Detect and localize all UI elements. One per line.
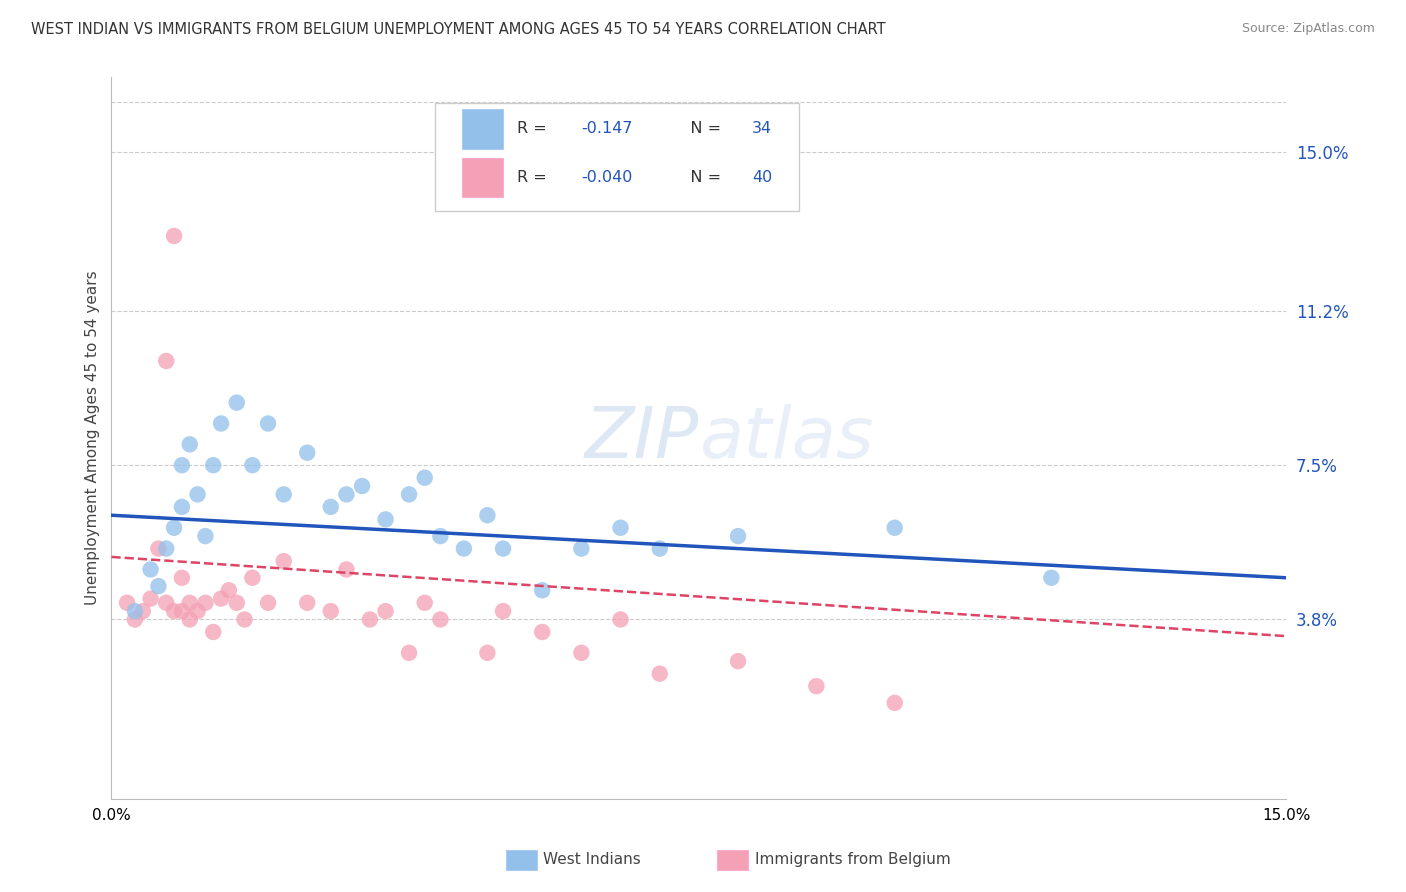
Point	[194, 529, 217, 543]
Text: R =: R =	[517, 169, 557, 185]
Point	[477, 508, 499, 523]
Point	[492, 604, 515, 618]
Point	[179, 437, 201, 451]
Point	[139, 591, 162, 606]
Point	[273, 554, 295, 568]
Point	[648, 666, 671, 681]
Point	[202, 624, 225, 639]
Text: -0.147: -0.147	[582, 121, 633, 136]
Point	[132, 604, 155, 618]
Point	[531, 583, 554, 598]
Point	[257, 596, 280, 610]
Point	[209, 417, 232, 431]
Point	[398, 487, 420, 501]
Point	[209, 591, 232, 606]
Point	[398, 646, 420, 660]
Point	[319, 500, 342, 514]
Point	[163, 228, 186, 243]
Point	[155, 541, 177, 556]
Point	[233, 612, 256, 626]
Text: West Indians: West Indians	[543, 853, 641, 867]
Point	[155, 354, 177, 368]
Bar	[461, 158, 503, 197]
Point	[413, 471, 436, 485]
Point	[297, 596, 319, 610]
Point	[170, 571, 193, 585]
Point	[179, 596, 201, 610]
Point	[187, 487, 209, 501]
Point	[648, 541, 671, 556]
Point	[155, 596, 177, 610]
Point	[218, 583, 240, 598]
Point	[124, 612, 146, 626]
Point	[359, 612, 381, 626]
Point	[139, 562, 162, 576]
Text: Immigrants from Belgium: Immigrants from Belgium	[755, 853, 950, 867]
Text: 34: 34	[752, 121, 772, 136]
Text: N =: N =	[675, 121, 727, 136]
Point	[194, 596, 217, 610]
Text: N =: N =	[675, 169, 727, 185]
Text: WEST INDIAN VS IMMIGRANTS FROM BELGIUM UNEMPLOYMENT AMONG AGES 45 TO 54 YEARS CO: WEST INDIAN VS IMMIGRANTS FROM BELGIUM U…	[31, 22, 886, 37]
Point	[148, 541, 170, 556]
Text: 40: 40	[752, 169, 772, 185]
Point	[806, 679, 828, 693]
Point	[179, 612, 201, 626]
Point	[335, 562, 357, 576]
Text: Source: ZipAtlas.com: Source: ZipAtlas.com	[1241, 22, 1375, 36]
Point	[242, 571, 264, 585]
Bar	[461, 109, 503, 149]
Point	[115, 596, 138, 610]
Point	[335, 487, 357, 501]
Point	[413, 596, 436, 610]
Point	[163, 521, 186, 535]
Point	[727, 654, 749, 668]
Point	[297, 446, 319, 460]
Point	[170, 500, 193, 514]
Y-axis label: Unemployment Among Ages 45 to 54 years: Unemployment Among Ages 45 to 54 years	[86, 271, 100, 606]
Point	[609, 612, 631, 626]
Point	[163, 604, 186, 618]
Point	[273, 487, 295, 501]
Point	[571, 646, 593, 660]
Point	[883, 696, 905, 710]
Text: R =: R =	[517, 121, 557, 136]
Point	[257, 417, 280, 431]
Point	[531, 624, 554, 639]
Point	[225, 395, 247, 409]
FancyBboxPatch shape	[434, 103, 799, 211]
Point	[429, 529, 451, 543]
Point	[187, 604, 209, 618]
Point	[429, 612, 451, 626]
Point	[477, 646, 499, 660]
Point	[1040, 571, 1063, 585]
Point	[170, 604, 193, 618]
Point	[124, 604, 146, 618]
Text: -0.040: -0.040	[582, 169, 633, 185]
Point	[374, 512, 396, 526]
Point	[727, 529, 749, 543]
Point	[170, 458, 193, 473]
Point	[374, 604, 396, 618]
Point	[225, 596, 247, 610]
Point	[352, 479, 374, 493]
Point	[202, 458, 225, 473]
Point	[492, 541, 515, 556]
Point	[148, 579, 170, 593]
Point	[453, 541, 475, 556]
Point	[609, 521, 631, 535]
Point	[242, 458, 264, 473]
Point	[319, 604, 342, 618]
Point	[571, 541, 593, 556]
Text: ZIP: ZIP	[585, 403, 699, 473]
Text: atlas: atlas	[699, 403, 873, 473]
Point	[883, 521, 905, 535]
